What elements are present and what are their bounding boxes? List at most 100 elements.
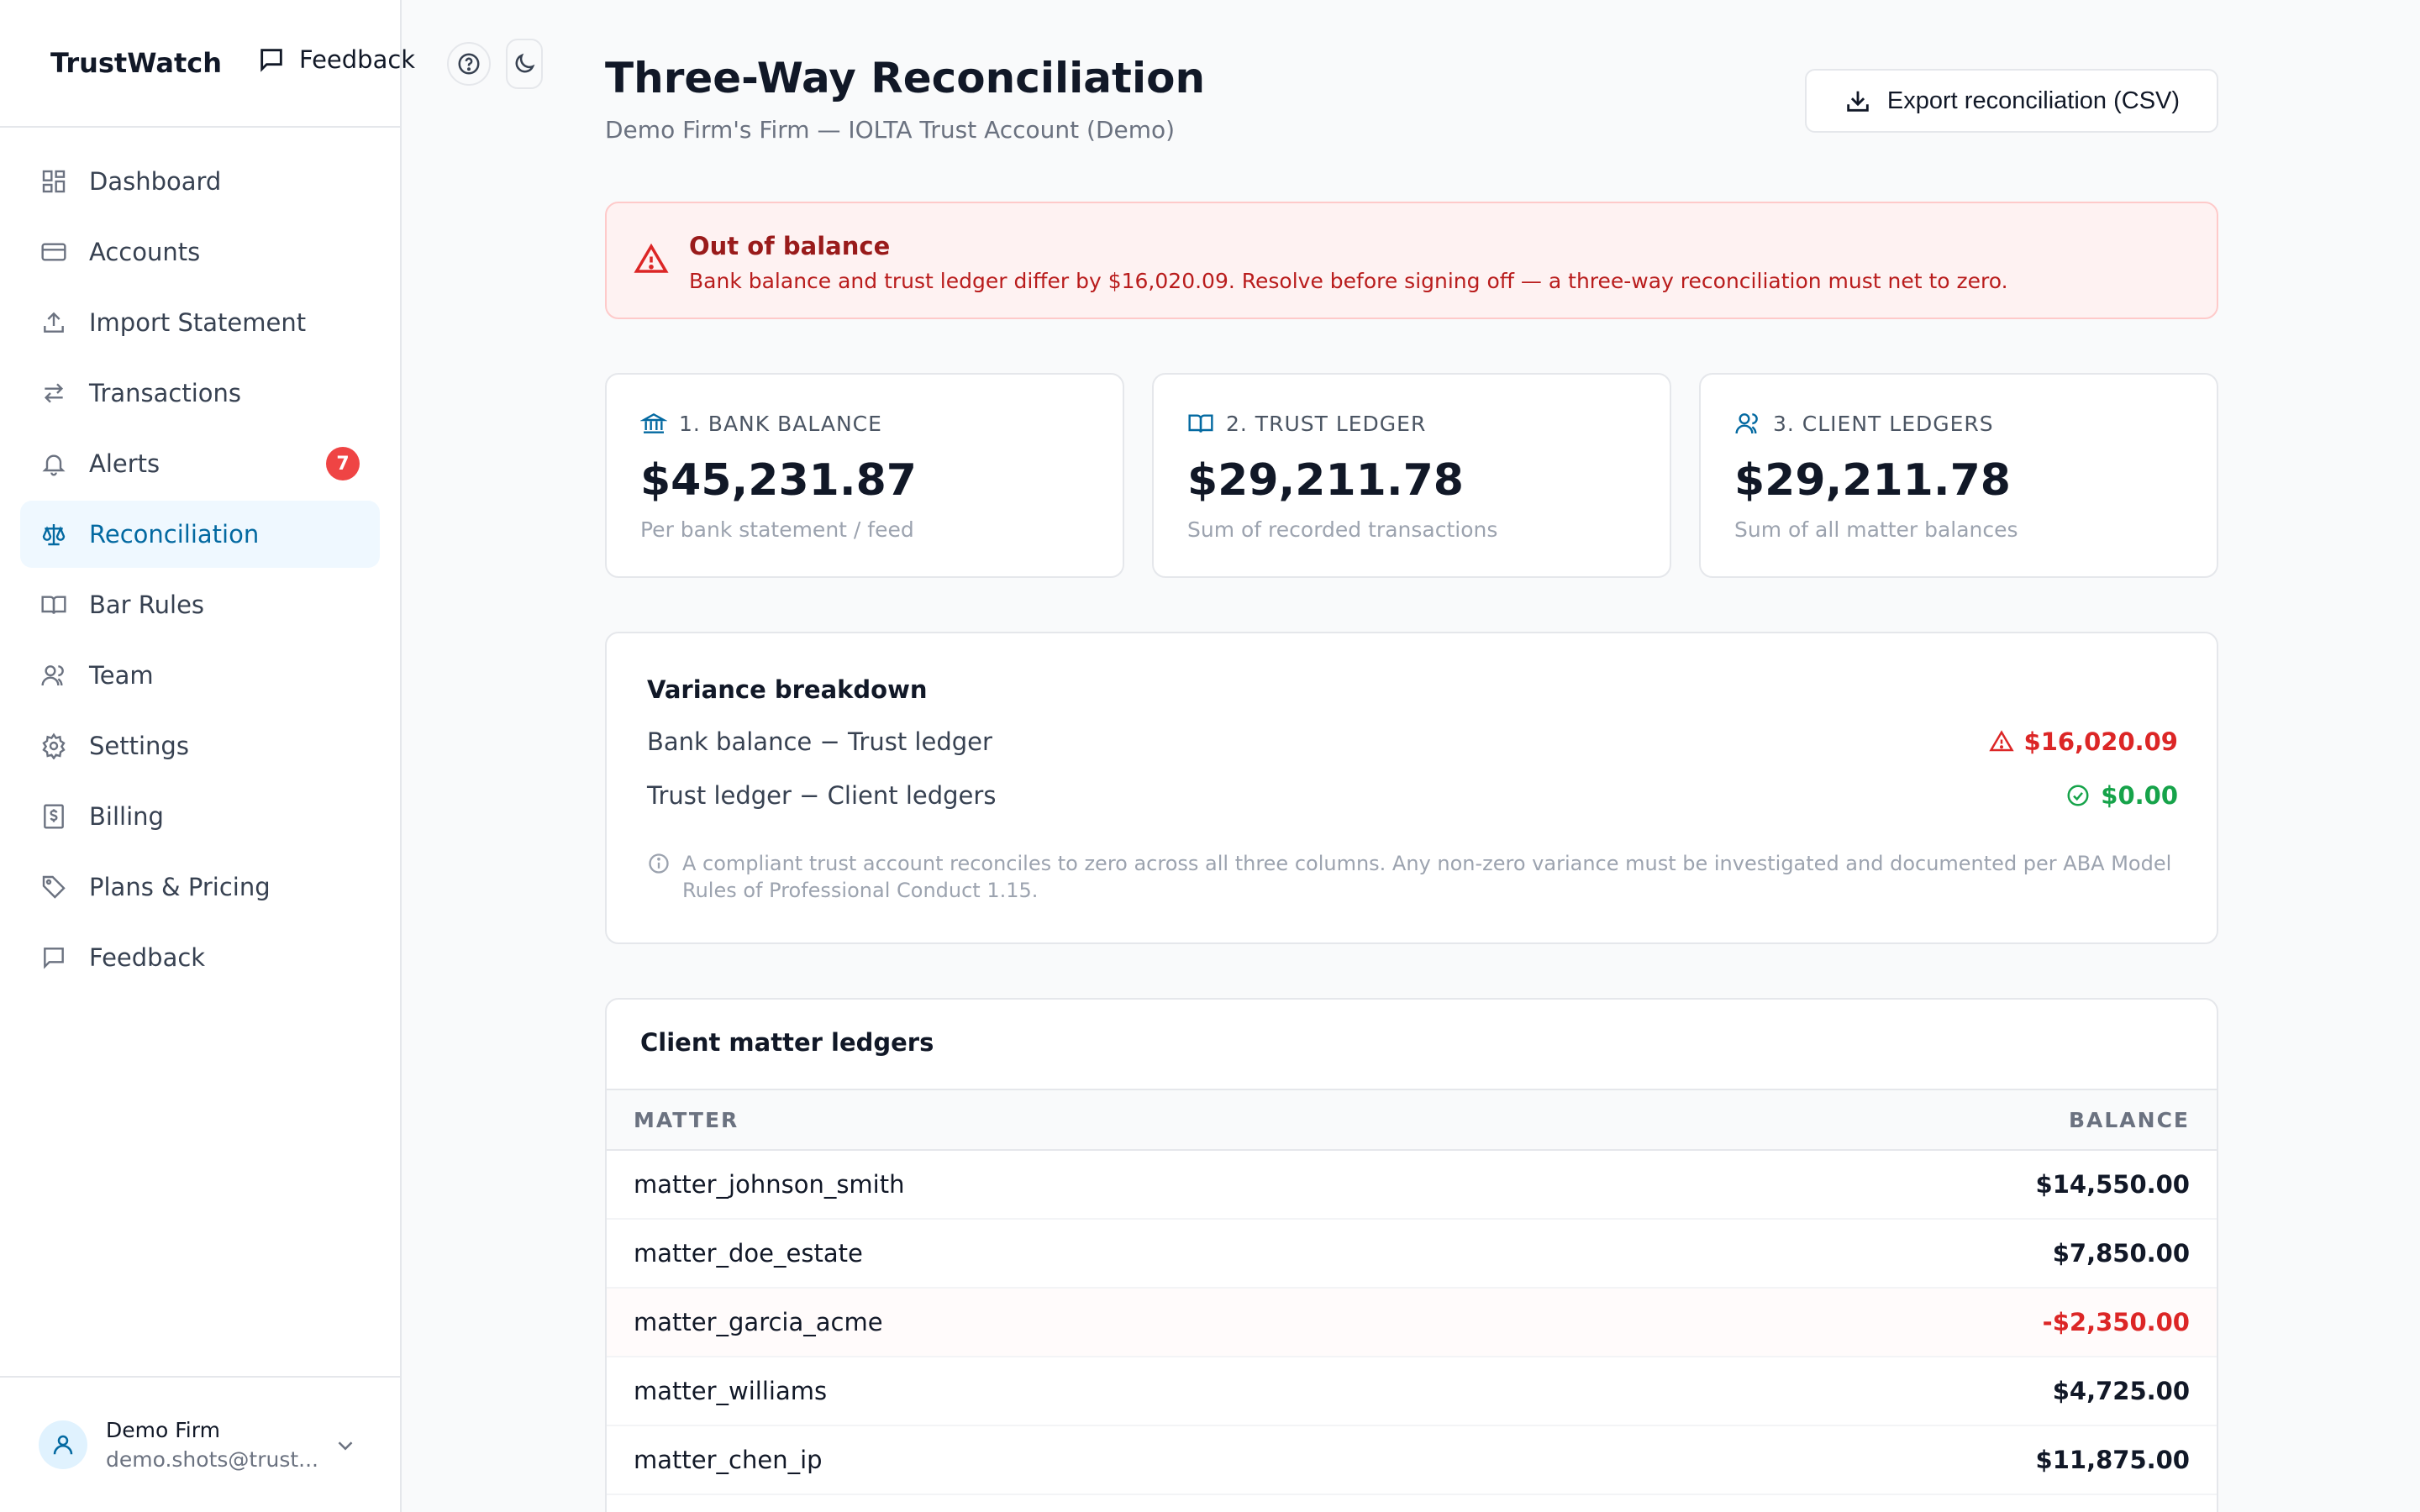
user-email: demo.shots@trust... xyxy=(106,1447,318,1472)
sidebar-item-label: Settings xyxy=(89,732,189,760)
user-menu[interactable]: Demo Firm demo.shots@trust... xyxy=(0,1376,400,1512)
sidebar-item-label: Reconciliation xyxy=(89,520,260,549)
column-header-matter[interactable]: MATTER xyxy=(634,1107,739,1132)
sidebar-item-dashboard[interactable]: Dashboard xyxy=(20,148,380,215)
sidebar-item-billing[interactable]: Billing xyxy=(20,783,380,850)
sidebar: TrustWatch Feedback Dashboard Accounts I… xyxy=(0,0,543,1512)
upload-icon xyxy=(44,312,64,333)
alert-title: Out of balance xyxy=(689,232,891,260)
card-label: 3. CLIENT LEDGERS xyxy=(1734,410,1994,437)
client-matter-ledgers-panel: Client matter ledgers MATTER BALANCE mat… xyxy=(605,998,2218,1512)
brand-logo[interactable]: TrustWatch xyxy=(50,47,223,79)
trust-ledger-card: 2. TRUST LEDGER $29,211.78 Sum of record… xyxy=(1152,373,1671,578)
sidebar-item-label: Dashboard xyxy=(89,167,222,196)
sidebar-item-label: Alerts xyxy=(89,449,160,478)
sidebar-header: TrustWatch Feedback xyxy=(0,0,543,128)
variance-row-trust-client: Trust ledger − Client ledgers $0.00 xyxy=(647,781,2178,810)
page-title: Three-Way Reconciliation xyxy=(605,54,1206,102)
matter-balance: $7,850.00 xyxy=(2052,1239,2190,1268)
alerts-count-badge: 7 xyxy=(326,447,360,480)
alert-message: Bank balance and trust ledger differ by … xyxy=(689,269,2008,293)
download-icon xyxy=(1847,91,1869,112)
bank-balance-card: 1. BANK BALANCE $45,231.87 Per bank stat… xyxy=(605,373,1124,578)
sidebar-item-settings[interactable]: Settings xyxy=(20,712,380,780)
sidebar-item-reconciliation[interactable]: Reconciliation xyxy=(20,501,380,568)
moon-icon xyxy=(515,53,535,73)
card-label: 2. TRUST LEDGER xyxy=(1187,410,1426,437)
variance-note-text: A compliant trust account reconciles to … xyxy=(682,852,2172,902)
table-row[interactable]: matter_doe_estate $7,850.00 xyxy=(607,1220,2217,1289)
page-subtitle: Demo Firm's Firm — IOLTA Trust Account (… xyxy=(605,116,1176,144)
question-circle-icon xyxy=(458,53,480,75)
sidebar-item-import-statement[interactable]: Import Statement xyxy=(20,289,380,356)
trust-ledger-label: 2. TRUST LEDGER xyxy=(1226,411,1427,436)
variance-value: $0.00 xyxy=(2065,781,2178,810)
bank-balance-value: $45,231.87 xyxy=(640,455,917,506)
matter-name: matter_williams xyxy=(634,1377,828,1405)
sidebar-item-alerts[interactable]: Alerts 7 xyxy=(20,430,380,497)
sidebar-item-accounts[interactable]: Accounts xyxy=(20,218,380,286)
variance-amount: $16,020.09 xyxy=(2023,727,2178,756)
bell-icon xyxy=(42,454,66,476)
out-of-balance-alert: Out of balance Bank balance and trust le… xyxy=(605,202,2218,319)
help-button[interactable] xyxy=(447,42,491,86)
matter-balance: $4,725.00 xyxy=(2052,1377,2190,1405)
sidebar-item-label: Import Statement xyxy=(89,308,307,337)
book-open-icon xyxy=(1188,414,1213,433)
chevron-down-icon xyxy=(338,1441,353,1451)
sidebar-item-plans-pricing[interactable]: Plans & Pricing xyxy=(20,853,380,921)
table-header: MATTER BALANCE xyxy=(607,1089,2217,1151)
message-icon xyxy=(44,948,64,969)
matter-name: matter_johnson_smith xyxy=(634,1170,905,1199)
client-ledgers-card: 3. CLIENT LEDGERS $29,211.78 Sum of all … xyxy=(1699,373,2218,578)
avatar xyxy=(39,1420,87,1469)
export-csv-label: Export reconciliation (CSV) xyxy=(1886,87,2181,114)
sidebar-item-transactions[interactable]: Transactions xyxy=(20,360,380,427)
ledgers-title: Client matter ledgers xyxy=(640,1028,934,1057)
matter-balance: -$2,350.00 xyxy=(2042,1308,2190,1336)
table-row[interactable]: matter_williams $4,725.00 xyxy=(607,1357,2217,1426)
bank-balance-label: 1. BANK BALANCE xyxy=(679,411,882,436)
gear-icon xyxy=(42,732,66,759)
client-ledgers-label: 3. CLIENT LEDGERS xyxy=(1773,411,1994,436)
sidebar-item-label: Feedback xyxy=(89,943,206,972)
book-icon xyxy=(41,596,66,614)
user-icon xyxy=(53,1435,73,1455)
arrows-swap-icon xyxy=(44,383,64,403)
user-info: Demo Firm demo.shots@trust... xyxy=(106,1418,318,1472)
sidebar-item-label: Accounts xyxy=(89,238,201,266)
sidebar-item-label: Team xyxy=(89,661,154,690)
sidebar-item-bar-rules[interactable]: Bar Rules xyxy=(20,571,380,638)
variance-value: $16,020.09 xyxy=(1988,727,2178,756)
users-icon xyxy=(1735,413,1758,434)
sidebar-item-label: Bar Rules xyxy=(89,591,205,619)
user-name: Demo Firm xyxy=(106,1418,220,1442)
theme-toggle-button[interactable] xyxy=(506,39,543,89)
matter-name: matter_garcia_acme xyxy=(634,1308,883,1336)
sidebar-nav: Dashboard Accounts Import Statement Tran… xyxy=(0,128,400,1015)
table-row[interactable]: matter_chen_ip $11,875.00 xyxy=(607,1426,2217,1495)
check-circle-icon xyxy=(2067,785,2089,806)
info-icon xyxy=(649,853,669,874)
grid-icon xyxy=(42,170,66,193)
client-ledgers-desc: Sum of all matter balances xyxy=(1734,517,2018,542)
users-icon xyxy=(41,665,64,686)
table-row[interactable]: matter_johnson_smith $14,550.00 xyxy=(607,1151,2217,1220)
header-feedback-button[interactable]: Feedback xyxy=(257,45,415,74)
variance-row-bank-trust: Bank balance − Trust ledger $16,020.09 xyxy=(647,727,2178,756)
trust-ledger-desc: Sum of recorded transactions xyxy=(1187,517,1498,542)
column-header-balance[interactable]: BALANCE xyxy=(2068,1107,2190,1132)
header-feedback-label: Feedback xyxy=(299,45,416,74)
sidebar-item-feedback[interactable]: Feedback xyxy=(20,924,380,991)
sidebar-item-label: Plans & Pricing xyxy=(89,873,271,901)
trust-ledger-value: $29,211.78 xyxy=(1187,455,1464,506)
matter-balance: $14,550.00 xyxy=(2035,1170,2190,1199)
table-row[interactable]: matter_garcia_acme -$2,350.00 xyxy=(607,1289,2217,1357)
variance-label: Trust ledger − Client ledgers xyxy=(647,781,997,810)
variance-breakdown-panel: Variance breakdown Bank balance − Trust … xyxy=(605,632,2218,944)
export-csv-button[interactable]: Export reconciliation (CSV) xyxy=(1805,69,2218,133)
message-icon xyxy=(260,49,282,72)
matter-balance: $11,875.00 xyxy=(2035,1446,2190,1474)
balance-cards: 1. BANK BALANCE $45,231.87 Per bank stat… xyxy=(605,373,2218,578)
sidebar-item-team[interactable]: Team xyxy=(20,642,380,709)
